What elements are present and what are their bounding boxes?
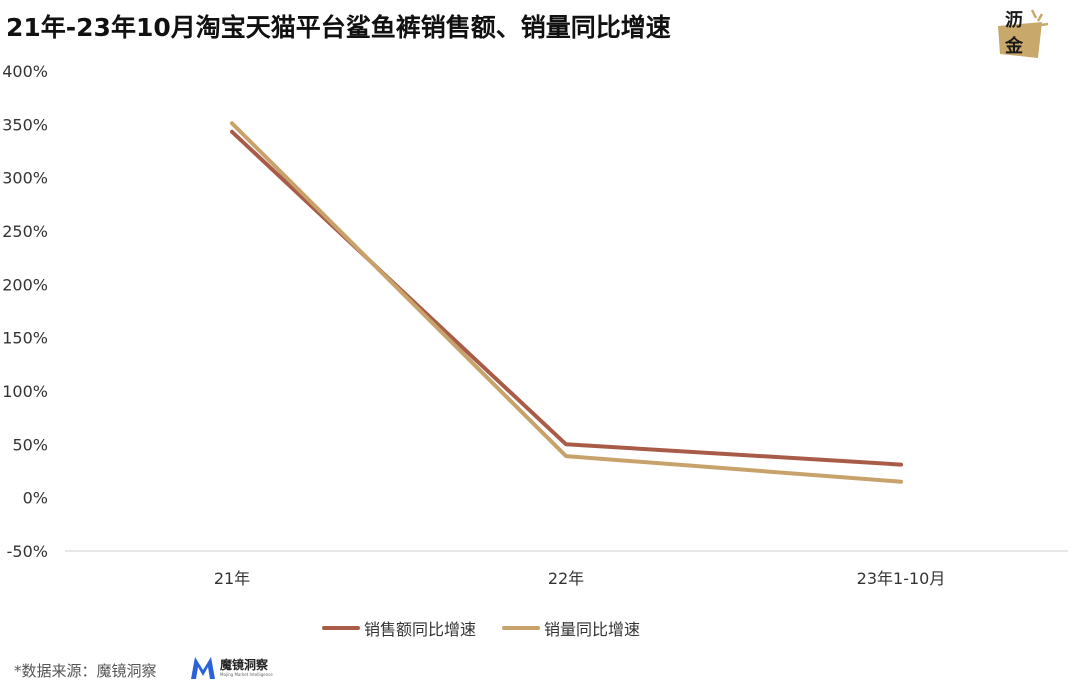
y-tick-label: 300% xyxy=(2,169,48,188)
chart-title: 21年-23年10月淘宝天猫平台鲨鱼裤销售额、销量同比增速 xyxy=(6,13,671,42)
legend-label-volume: 销量同比增速 xyxy=(544,620,641,639)
series-line-sales xyxy=(230,129,903,467)
logo-badge-icon xyxy=(998,9,1049,58)
mojing-brand: 魔镜洞察 Mojing Market Intelligence xyxy=(190,656,273,680)
legend-swatch-volume xyxy=(502,626,540,630)
y-tick-label: 400% xyxy=(2,62,48,81)
logo-char-top: 沥 xyxy=(1005,10,1023,31)
y-tick-label: -50% xyxy=(7,542,48,561)
line-chart: 400% 350% 300% 250% 200% 150% 100% 50% 0% -50% 21… xyxy=(2,62,1068,588)
series-lines xyxy=(230,121,903,484)
y-tick-label: 350% xyxy=(2,115,48,134)
y-tick-label: 150% xyxy=(2,329,48,348)
legend-label-sales: 销售额同比增速 xyxy=(364,620,477,639)
brand-name: 魔镜洞察 xyxy=(220,658,269,672)
series-line-volume xyxy=(230,121,903,484)
x-tick-label: 23年1-10月 xyxy=(857,569,946,588)
mojing-m-icon xyxy=(191,657,215,679)
logo-char-bottom: 金 xyxy=(1005,36,1023,57)
data-source-note: *数据来源：魔镜洞察 xyxy=(14,662,157,680)
x-tick-label: 21年 xyxy=(214,569,250,588)
y-tick-label: 200% xyxy=(2,275,48,294)
y-axis-labels: 400% 350% 300% 250% 200% 150% 100% 50% 0% -50% xyxy=(2,62,48,561)
x-tick-label: 22年 xyxy=(548,569,584,588)
y-tick-label: 250% xyxy=(2,222,48,241)
legend-item-sales: 销售额同比增速 xyxy=(322,616,476,640)
lijin-logo: 沥 金 xyxy=(988,4,1058,66)
legend: 销售额同比增速 销量同比增速 xyxy=(0,616,1080,640)
y-tick-label: 0% xyxy=(23,489,48,508)
brand-subtitle: Mojing Market Intelligence xyxy=(220,672,273,677)
legend-swatch-sales xyxy=(322,626,360,630)
y-tick-label: 100% xyxy=(2,382,48,401)
x-axis-labels: 21年 22年 23年1-10月 xyxy=(214,569,946,588)
legend-item-volume: 销量同比增速 xyxy=(502,616,640,640)
y-tick-label: 50% xyxy=(12,435,48,454)
